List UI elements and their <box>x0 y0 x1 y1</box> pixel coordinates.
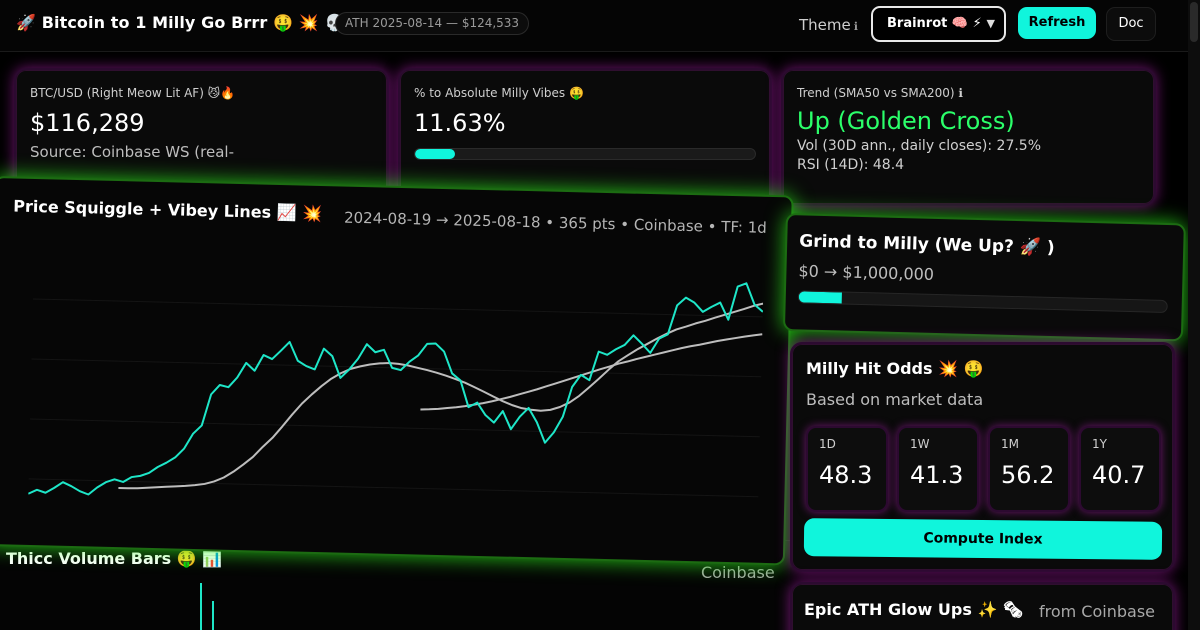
odds-box-value: 41.3 <box>910 461 964 489</box>
chart-gridlines <box>28 298 763 498</box>
gridline <box>30 418 760 438</box>
compute-index-button[interactable]: Compute Index <box>803 518 1163 560</box>
milly-pct-card: % to Absolute Milly Vibes 🤑 11.63% <box>398 68 772 206</box>
odds-box-value: 56.2 <box>1001 461 1055 489</box>
trend-label: Trend (SMA50 vs SMA200) ℹ <box>797 86 963 100</box>
odds-box-label: 1M <box>1001 437 1019 451</box>
milly-pct-value: 11.63% <box>414 109 506 137</box>
ath-pill: ATH 2025-08-14 — $124,533 <box>335 12 530 35</box>
odds-row: 1D 48.3 1W 41.3 1M 56.2 1Y 40.7 <box>806 426 1162 512</box>
milly-pct-label: % to Absolute Milly Vibes 🤑 <box>414 86 584 100</box>
volume-chart <box>200 583 214 630</box>
price-value: $116,289 <box>30 109 145 137</box>
theme-label-text: Theme <box>799 16 851 34</box>
scrollbar-track[interactable] <box>1188 0 1200 630</box>
odds-subtitle: Based on market data <box>806 390 984 409</box>
price-chart <box>27 282 764 498</box>
info-icon[interactable]: ℹ <box>853 20 858 33</box>
odds-box-label: 1W <box>910 437 930 451</box>
top-bar: 🚀 Bitcoin to 1 Milly Go Brrr 🤑 💥 💀 ATH 2… <box>0 0 1200 52</box>
milly-progress-bar <box>414 148 756 160</box>
gridline <box>31 358 762 378</box>
odds-title: Milly Hit Odds 💥 🤑 <box>806 359 984 378</box>
ath-title: Epic ATH Glow Ups ✨ 🗞 <box>804 600 1024 619</box>
odds-box-1w: 1W 41.3 <box>897 426 979 512</box>
price-chart-meta: 2024-08-19 → 2025-08-18 • 365 pts • Coin… <box>343 208 767 237</box>
gridline <box>32 298 763 318</box>
price-source: Source: Coinbase WS (real- <box>30 143 235 161</box>
odds-box-1m: 1M 56.2 <box>988 426 1070 512</box>
grind-progress-bar <box>797 290 1168 314</box>
price-line <box>27 282 764 496</box>
gridline <box>28 478 759 498</box>
rsi-text: RSI (14D): 48.4 <box>797 157 905 173</box>
doc-button[interactable]: Doc <box>1106 7 1156 41</box>
trend-card: Trend (SMA50 vs SMA200) ℹ Up (Golden Cro… <box>781 68 1156 206</box>
milly-progress-fill <box>415 149 455 159</box>
volume-title: Thicc Volume Bars 🤑 📊 <box>6 549 223 568</box>
theme-select[interactable]: Brainrot 🧠 ⚡ ▼ <box>871 6 1006 42</box>
refresh-button[interactable]: Refresh <box>1018 7 1096 39</box>
ath-source: from Coinbase <box>1038 602 1155 621</box>
grind-range: $0 → $1,000,000 <box>798 261 935 284</box>
odds-box-1d: 1D 48.3 <box>806 426 888 512</box>
price-chart-panel: Price Squiggle + Vibey Lines 📈 💥 2024-08… <box>0 176 794 566</box>
chevron-down-icon: ▼ <box>986 17 995 30</box>
odds-box-value: 48.3 <box>819 461 873 489</box>
grind-card: Grind to Milly (We Up? 🚀 ) $0 → $1,000,0… <box>782 213 1186 342</box>
price-label: BTC/USD (Right Meow Lit AF) 😼🔥 <box>30 86 236 100</box>
theme-select-value: Brainrot 🧠 ⚡ <box>887 16 982 31</box>
theme-label: Theme ℹ <box>799 16 858 34</box>
price-chart-title: Price Squiggle + Vibey Lines 📈 💥 <box>13 196 323 224</box>
sma50-line <box>118 302 764 490</box>
odds-card: Milly Hit Odds 💥 🤑 Based on market data … <box>790 342 1175 572</box>
ath-card: Epic ATH Glow Ups ✨ 🗞 from Coinbase <box>790 582 1175 630</box>
volume-source: Coinbase <box>701 563 775 582</box>
grind-title: Grind to Milly (We Up? 🚀 ) <box>799 231 1055 259</box>
odds-box-label: 1D <box>819 437 836 451</box>
odds-box-value: 40.7 <box>1092 461 1146 489</box>
volatility-text: Vol (30D ann., daily closes): 27.5% <box>797 138 1042 154</box>
app-title: 🚀 Bitcoin to 1 Milly Go Brrr 🤑 💥 💀 <box>16 13 345 32</box>
odds-box-label: 1Y <box>1092 437 1107 451</box>
odds-box-1y: 1Y 40.7 <box>1079 426 1161 512</box>
trend-value: Up (Golden Cross) <box>797 107 1015 135</box>
grind-progress-fill <box>798 291 842 304</box>
scrollbar-thumb[interactable] <box>1190 2 1198 42</box>
